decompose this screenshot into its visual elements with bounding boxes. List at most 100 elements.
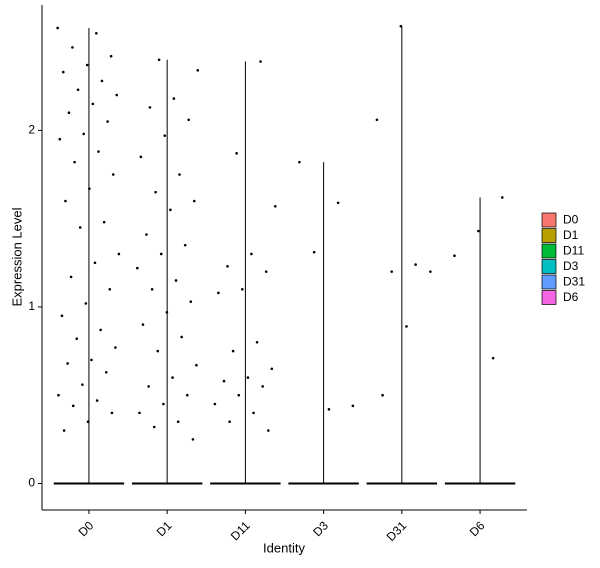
jitter-point <box>93 261 97 265</box>
jitter-point <box>381 393 384 397</box>
legend-key <box>541 259 557 274</box>
jitter-point <box>97 150 100 153</box>
jitter-point <box>390 270 394 273</box>
x-axis-title: Identity <box>263 540 305 555</box>
jitter-point <box>226 265 229 268</box>
legend-label: D1 <box>563 228 579 242</box>
jitter-point <box>399 24 403 28</box>
jitter-point <box>186 393 189 397</box>
jitter-point <box>375 118 379 122</box>
jitter-point <box>71 46 74 49</box>
jitter-point <box>85 63 89 67</box>
jitter-point <box>250 252 253 256</box>
jitter-point <box>429 270 432 273</box>
y-tick-label: 1 <box>28 299 35 313</box>
jitter-point <box>491 356 495 360</box>
jitter-point <box>154 190 157 194</box>
legend-key <box>541 290 557 305</box>
legend-key <box>541 212 557 228</box>
legend-label: D31 <box>563 275 585 289</box>
jitter-point <box>274 204 277 208</box>
jitter-point <box>231 349 235 353</box>
jitter-point <box>109 54 113 58</box>
jitter-point <box>61 70 65 74</box>
jitter-point <box>141 323 145 326</box>
jitter-point <box>69 275 73 279</box>
jitter-point <box>174 279 178 282</box>
jitter-point <box>64 199 67 203</box>
jitter-point <box>139 155 143 159</box>
legend-label: D11 <box>563 244 584 258</box>
jitter-point <box>171 376 174 379</box>
jitter-point <box>56 26 59 30</box>
jitter-point <box>222 379 226 383</box>
legend-key <box>541 228 557 243</box>
jitter-point <box>351 404 355 408</box>
jitter-point <box>178 173 181 176</box>
jitter-point <box>159 252 163 256</box>
jitter-point <box>191 438 195 441</box>
jitter-point <box>100 79 104 83</box>
jitter-point <box>88 187 91 190</box>
legend-key <box>541 274 557 290</box>
y-tick-label: 2 <box>28 123 35 137</box>
jitter-point <box>102 220 106 224</box>
jitter-point <box>195 363 198 367</box>
jitter-point <box>138 411 141 415</box>
jitter-point <box>264 270 268 273</box>
jitter-point <box>156 349 160 353</box>
jitter-point <box>163 134 167 137</box>
jitter-point <box>270 367 274 371</box>
legend-label: D3 <box>563 259 579 273</box>
jitter-point <box>99 328 102 332</box>
jitter-point <box>235 152 238 155</box>
jitter-point <box>108 287 112 291</box>
jitter-point <box>165 310 169 314</box>
jitter-point <box>327 408 331 411</box>
legend-label: D6 <box>563 290 579 304</box>
jitter-point <box>57 393 60 397</box>
jitter-point <box>192 199 196 203</box>
jitter-point <box>136 266 139 270</box>
jitter-point <box>145 233 148 236</box>
jitter-point <box>240 287 244 291</box>
jitter-point <box>255 340 259 344</box>
jitter-point <box>91 102 95 106</box>
y-tick-label: 0 <box>28 476 35 490</box>
jitter-point <box>84 302 88 305</box>
jitter-point <box>90 358 93 362</box>
jitter-point <box>152 425 156 429</box>
jitter-point <box>95 31 98 35</box>
jitter-point <box>298 160 301 164</box>
jitter-point <box>111 173 115 176</box>
jitter-point <box>75 337 79 341</box>
y-axis-title: Expression Level <box>9 207 24 306</box>
jitter-point <box>252 411 255 415</box>
jitter-point <box>176 420 180 424</box>
jitter-point <box>414 263 417 266</box>
jitter-point <box>150 287 154 291</box>
legend-key <box>541 243 557 259</box>
jitter-point <box>78 226 82 229</box>
jitter-point <box>147 385 150 388</box>
jitter-point <box>336 201 340 205</box>
jitter-point <box>196 69 200 72</box>
jitter-point <box>95 399 99 402</box>
jitter-point <box>86 420 90 424</box>
jitter-point <box>66 362 69 365</box>
jitter-point <box>82 132 86 136</box>
jitter-point <box>405 325 408 328</box>
jitter-point <box>106 120 109 123</box>
jitter-point <box>73 160 76 164</box>
jitter-point <box>76 88 80 92</box>
jitter-point <box>180 335 183 339</box>
jitter-point <box>237 393 241 397</box>
jitter-point <box>183 243 187 247</box>
jitter-point <box>104 370 108 374</box>
jitter-point <box>261 385 264 388</box>
jitter-point <box>148 106 152 109</box>
jitter-point <box>114 346 117 349</box>
jitter-point <box>62 429 66 432</box>
